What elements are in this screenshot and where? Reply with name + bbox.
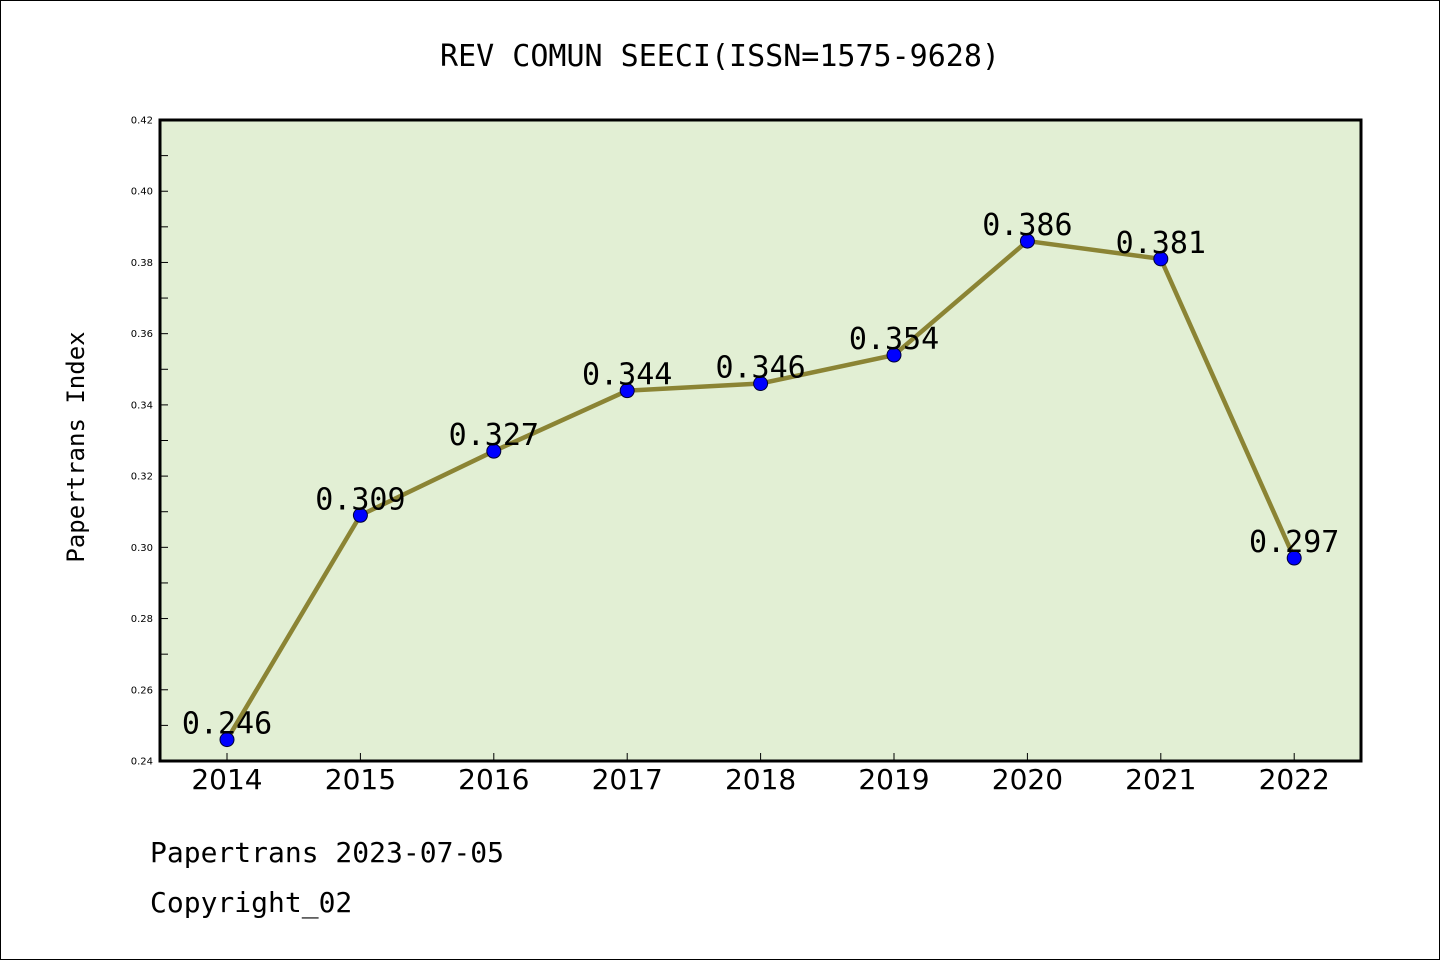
- x-tick-label: 2022: [1259, 763, 1330, 796]
- x-tick-label: 2019: [858, 763, 929, 796]
- y-tick-label: 0.40: [131, 187, 153, 198]
- chart-title: REV COMUN SEECI(ISSN=1575-9628): [440, 39, 1000, 74]
- x-tick-label: 2016: [458, 763, 529, 796]
- data-label: 0.344: [582, 358, 672, 393]
- y-tick-label: 0.30: [131, 543, 153, 554]
- y-tick-label: 0.26: [131, 685, 153, 696]
- data-point: [486, 443, 502, 459]
- data-point: [352, 507, 368, 523]
- x-tick-label: 2014: [191, 763, 262, 796]
- y-tick-label: 0.36: [131, 329, 153, 340]
- y-tick-label: 0.34: [131, 400, 153, 411]
- y-tick-label: 0.28: [131, 614, 153, 625]
- data-point: [753, 376, 769, 392]
- data-point: [219, 732, 235, 748]
- plot-area: [158, 118, 1363, 763]
- data-label: 0.327: [449, 418, 539, 453]
- data-point: [619, 383, 635, 399]
- data-point: [886, 347, 902, 363]
- data-label: 0.297: [1249, 525, 1339, 560]
- data-point: [1286, 550, 1302, 566]
- x-tick-label: 2017: [592, 763, 663, 796]
- data-label: 0.309: [315, 482, 405, 517]
- data-point: [1153, 251, 1169, 267]
- y-tick-label: 0.24: [131, 757, 153, 768]
- data-point: [1019, 233, 1035, 249]
- data-label: 0.381: [1116, 226, 1206, 261]
- data-label: 0.246: [182, 707, 272, 742]
- x-tick-label: 2020: [992, 763, 1063, 796]
- y-tick-label: 0.42: [131, 116, 153, 127]
- data-label: 0.346: [715, 351, 805, 386]
- x-tick-label: 2015: [325, 763, 396, 796]
- y-axis-label: Papertrans Index: [62, 331, 90, 562]
- y-tick-label: 0.38: [131, 258, 153, 269]
- footer-date-line: Papertrans 2023-07-05: [150, 836, 505, 869]
- footer-copyright: Copyright_02: [150, 886, 353, 919]
- x-tick-label: 2018: [725, 763, 796, 796]
- data-label: 0.354: [849, 322, 939, 357]
- data-label: 0.386: [982, 208, 1072, 243]
- x-tick-label: 2021: [1125, 763, 1196, 796]
- y-tick-label: 0.32: [131, 472, 153, 483]
